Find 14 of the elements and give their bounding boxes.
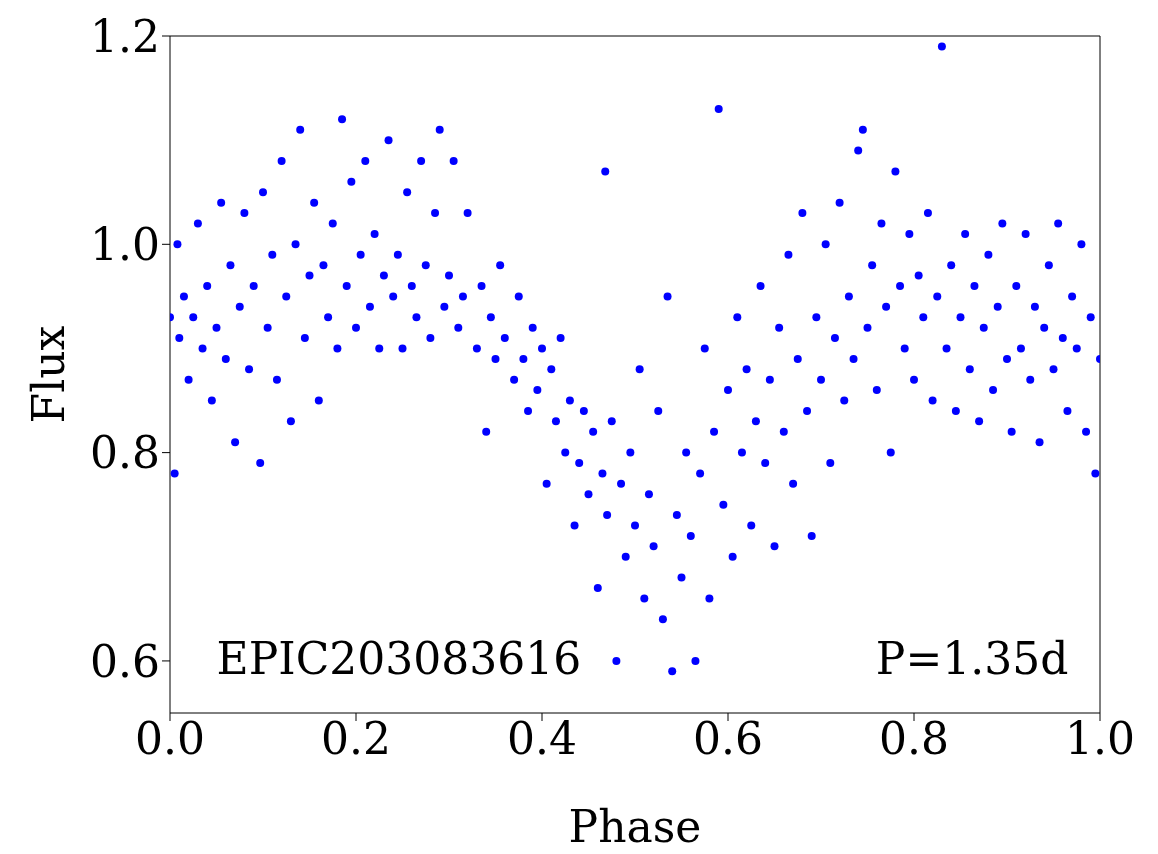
x-tick-label: 1.0 — [1065, 713, 1135, 765]
x-tick-label: 0.4 — [507, 713, 577, 765]
y-tick-label: 1.0 — [90, 218, 160, 270]
x-tick-label: 0.8 — [879, 713, 949, 765]
y-tick-label: 1.2 — [90, 10, 160, 62]
x-tick-label: 0.0 — [135, 713, 205, 765]
y-axis-title: Flux — [22, 325, 74, 424]
y-tick-label: 0.6 — [90, 635, 160, 687]
annotation: P=1.35d — [875, 633, 1069, 684]
x-axis-title: Phase — [568, 801, 702, 852]
y-tick-label: 0.8 — [90, 427, 160, 479]
annotation: EPIC203083616 — [216, 633, 582, 684]
x-tick-label: 0.6 — [693, 713, 763, 765]
x-tick-label: 0.2 — [321, 713, 391, 765]
